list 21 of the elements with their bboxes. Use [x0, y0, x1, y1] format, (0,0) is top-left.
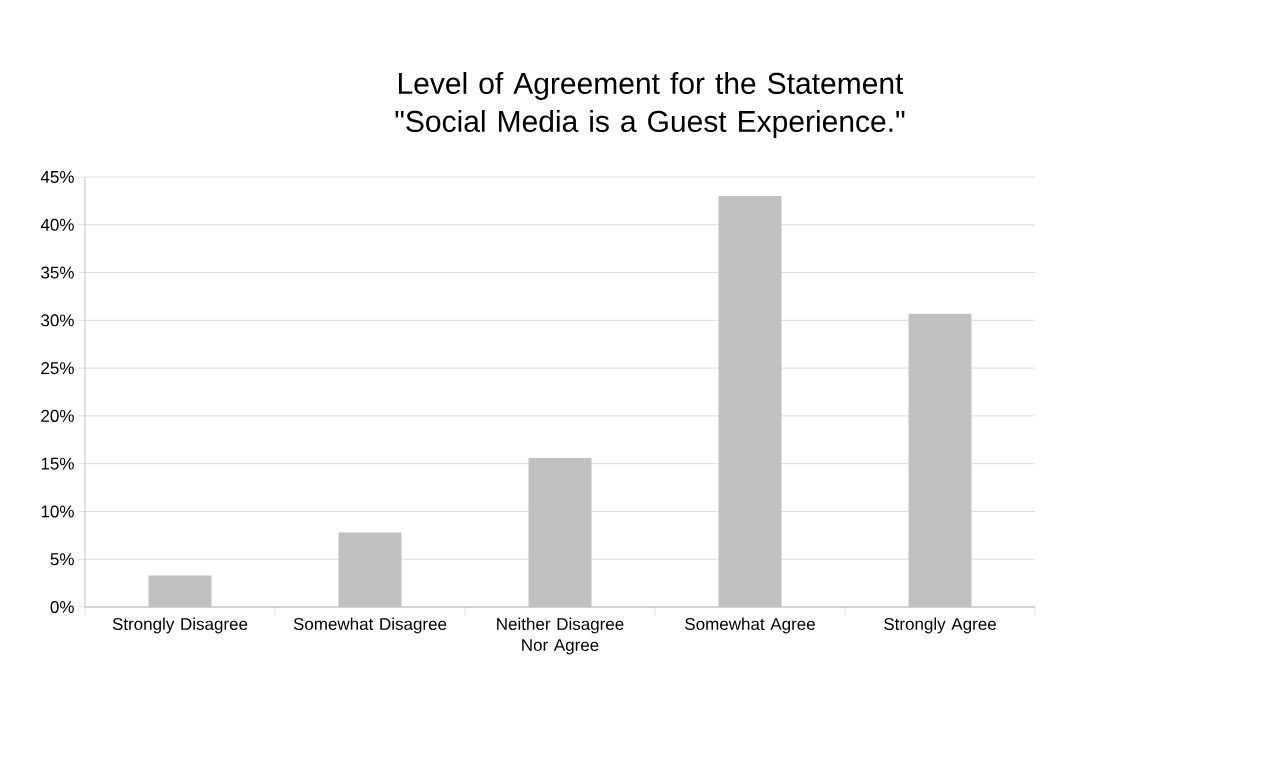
y-tick-label: 30% [41, 314, 74, 327]
y-tick-label: 10% [41, 505, 74, 518]
bar [908, 313, 972, 607]
x-tick-label: Neither Disagree Nor Agree [497, 617, 624, 655]
x-tick-label: Strongly Disagree [112, 617, 248, 634]
y-tick-label: 20% [41, 409, 74, 422]
chart-title: Level of Agreement for the Statement "Social Media is a Guest Experience." [395, 72, 905, 138]
y-tick-label: 5% [50, 553, 74, 566]
bar [148, 575, 212, 607]
x-tick-label: Somewhat Agree [685, 617, 815, 634]
y-tick-label: 15% [41, 457, 74, 470]
x-tick-label: Strongly Agree [884, 617, 996, 634]
bar [338, 532, 402, 607]
bar [718, 196, 782, 607]
bar [528, 457, 592, 607]
y-tick-label: 45% [40, 171, 74, 183]
y-tick-label: 25% [41, 362, 74, 375]
x-tick-label: Somewhat Disagree [293, 617, 447, 634]
y-tick-label: 0% [50, 600, 74, 614]
y-tick-label: 40% [40, 218, 74, 231]
y-tick-label: 35% [41, 266, 74, 279]
